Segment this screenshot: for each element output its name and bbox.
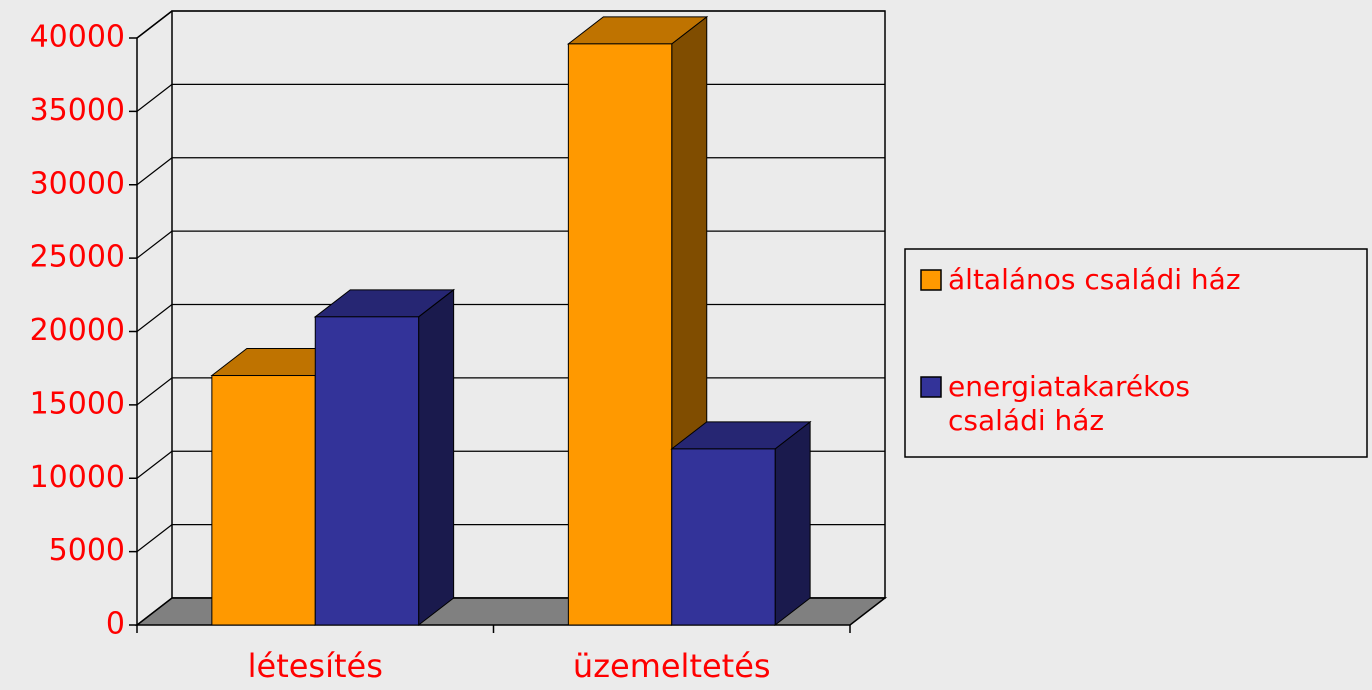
y-tick-label: 20000 bbox=[30, 313, 125, 348]
bar bbox=[670, 420, 812, 627]
y-tick-label: 25000 bbox=[30, 240, 125, 275]
x-tick-label: létesítés bbox=[248, 647, 383, 685]
legend-entry: energiatakarékos családi ház bbox=[948, 370, 1191, 437]
x-tick-label: üzemeltetés bbox=[573, 647, 771, 685]
bar bbox=[313, 288, 456, 627]
legend-swatch bbox=[920, 376, 942, 398]
y-tick-label: 30000 bbox=[30, 166, 125, 201]
y-tick-label: 40000 bbox=[30, 20, 125, 55]
bar-front bbox=[211, 375, 316, 626]
y-tick-label: 10000 bbox=[30, 460, 125, 495]
legend-box bbox=[904, 248, 1368, 458]
y-tick-label: 35000 bbox=[30, 93, 125, 128]
y-tick-label: 5000 bbox=[49, 533, 125, 568]
bar-front bbox=[567, 43, 673, 626]
legend-swatch bbox=[920, 269, 942, 291]
legend-entry: általános családi ház bbox=[948, 263, 1241, 296]
y-tick-label: 15000 bbox=[30, 386, 125, 421]
y-tick-label: 0 bbox=[106, 607, 125, 642]
legend-label: általános családi ház bbox=[948, 263, 1241, 296]
bar-side bbox=[774, 420, 811, 627]
bar-front bbox=[671, 448, 776, 626]
grid-line bbox=[136, 10, 885, 39]
legend-label: energiatakarékos családi ház bbox=[948, 370, 1191, 437]
bar-front bbox=[314, 316, 420, 626]
bar-side bbox=[418, 288, 455, 627]
